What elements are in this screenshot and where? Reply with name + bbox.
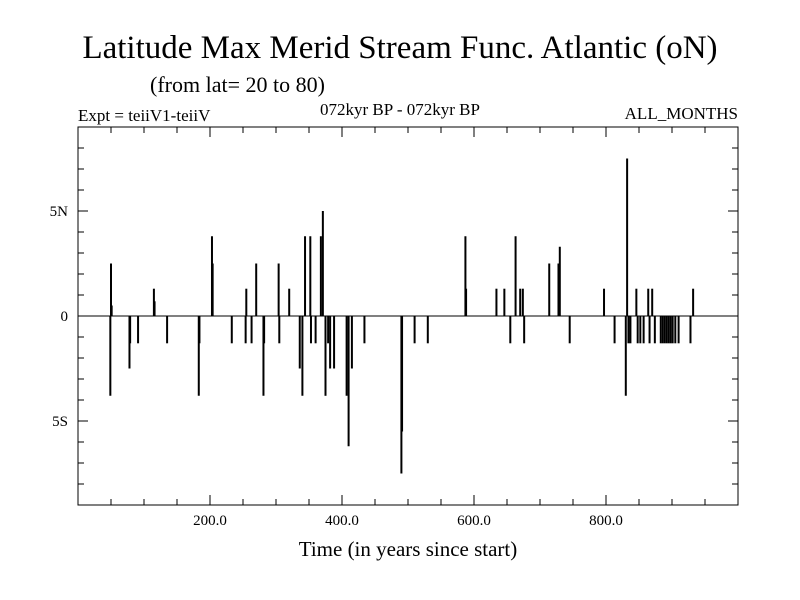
y-tick-label: 5S <box>52 414 68 430</box>
x-tick-label: 800.0 <box>589 513 623 529</box>
chart-title: Latitude Max Merid Stream Func. Atlantic… <box>82 30 718 66</box>
y-tick-label: 0 <box>61 309 69 325</box>
x-tick-label: 400.0 <box>325 513 359 529</box>
chart-subtitle: (from lat= 20 to 80) <box>150 72 325 97</box>
x-tick-label: 200.0 <box>193 513 227 529</box>
x-tick-label: 600.0 <box>457 513 491 529</box>
x-axis-label: Time (in years since start) <box>299 537 518 561</box>
period-label: 072kyr BP - 072kyr BP <box>320 100 480 119</box>
y-tick-label: 5N <box>50 204 69 220</box>
months-label: ALL_MONTHS <box>624 104 738 123</box>
axis-ticks: 200.0 400.0 600.0 800.0 5N 0 5S <box>50 127 738 529</box>
data-bars <box>109 158 695 474</box>
experiment-label: Expt = teiiV1-teiiV <box>78 106 211 125</box>
